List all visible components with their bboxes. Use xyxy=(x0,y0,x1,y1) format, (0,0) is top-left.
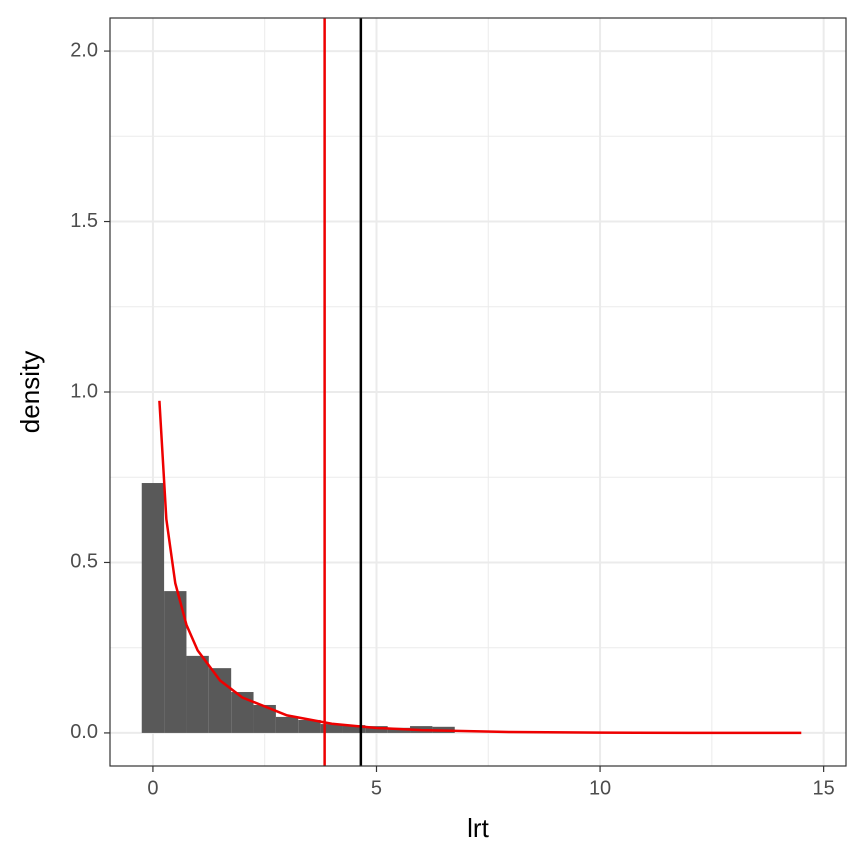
y-tick-label: 0.0 xyxy=(70,721,98,743)
bar xyxy=(342,725,366,733)
bar xyxy=(298,719,321,733)
bar xyxy=(365,726,388,733)
y-tick-label: 1.0 xyxy=(70,380,98,402)
x-tick-label: 10 xyxy=(589,777,611,799)
y-tick-label: 0.5 xyxy=(70,551,98,573)
y-tick-label: 2.0 xyxy=(70,39,98,61)
bar xyxy=(186,655,209,733)
bar xyxy=(231,692,254,733)
x-tick-label: 5 xyxy=(371,777,382,799)
density-curve xyxy=(158,400,802,735)
bar xyxy=(275,716,299,733)
bar xyxy=(164,591,187,733)
x-tick-label: 0 xyxy=(147,777,158,799)
y-axis-title: density xyxy=(15,351,45,433)
axes: 0 5 10 15 0.0 0.5 1.0 1.5 2.0 xyxy=(70,39,835,799)
x-tick-label: 15 xyxy=(813,777,835,799)
bar xyxy=(208,668,232,733)
bar xyxy=(320,724,343,733)
marks xyxy=(141,18,802,766)
bar xyxy=(141,483,165,733)
bar xyxy=(253,704,276,733)
y-tick-label: 1.5 xyxy=(70,210,98,232)
x-axis-title: lrt xyxy=(467,813,489,843)
bar xyxy=(387,727,411,733)
